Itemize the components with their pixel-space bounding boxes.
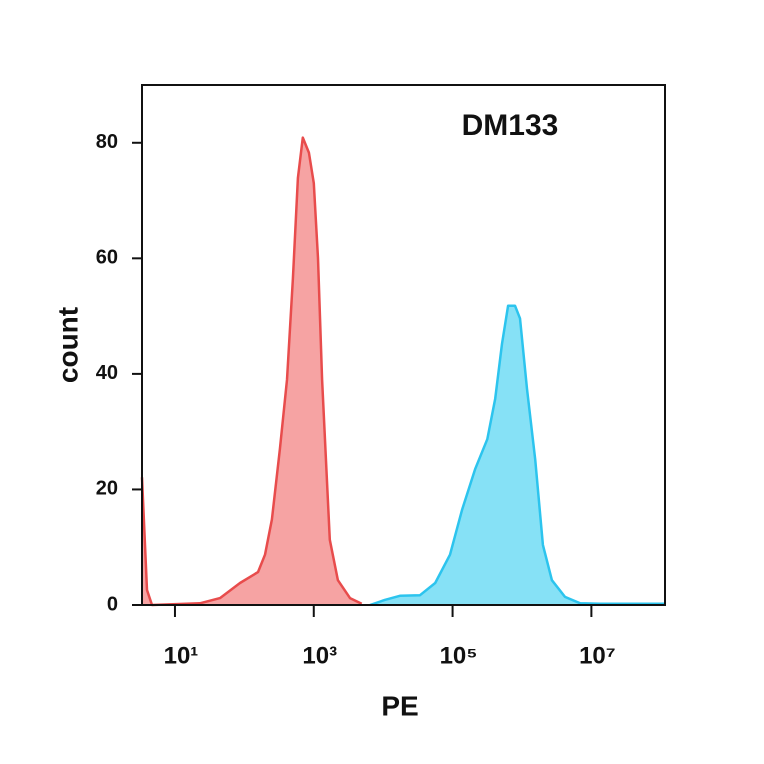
y-tick-label: 0 [107, 593, 118, 615]
histogram-line [140, 136, 363, 607]
y-tick-label: 80 [96, 131, 118, 153]
y-tick-label: 40 [96, 362, 118, 384]
x-tick-label: 10¹ [164, 642, 199, 669]
x-tick-label: 10⁵ [440, 642, 478, 669]
area-fill [370, 305, 665, 605]
plot-frame [141, 84, 666, 606]
x-tick-label: 10⁷ [579, 642, 616, 669]
y-tick-label: 20 [96, 478, 118, 500]
x-axis-label: PE [381, 690, 418, 721]
histogram-line [369, 304, 665, 607]
annotation: DM133 [462, 109, 559, 142]
area-fill [142, 137, 362, 605]
y-tick-label: 60 [96, 247, 118, 269]
x-tick-label: 10³ [302, 642, 337, 669]
y-axis-label: count [52, 307, 83, 383]
